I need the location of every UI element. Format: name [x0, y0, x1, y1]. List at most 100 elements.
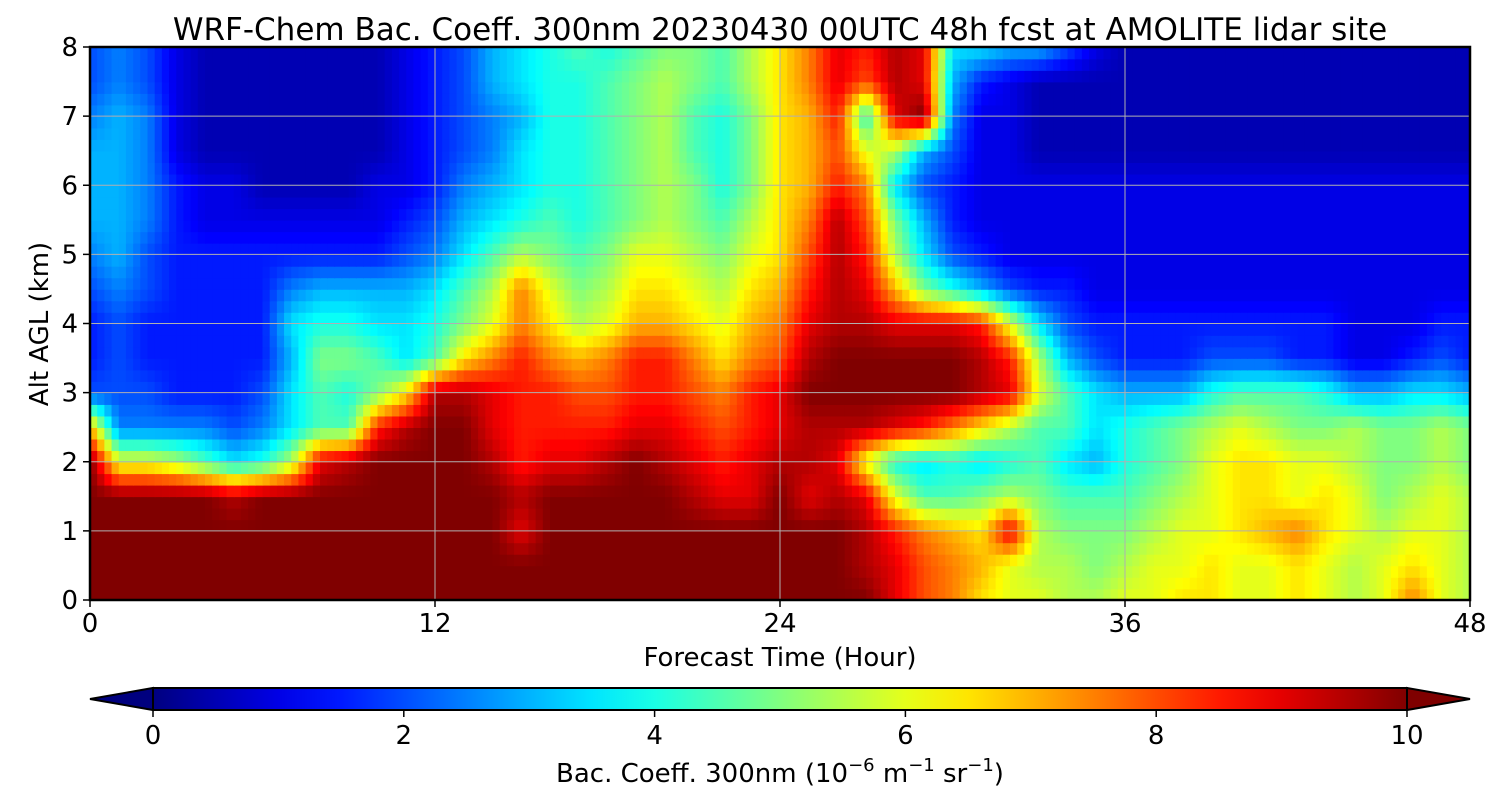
heatmap-cell	[1254, 576, 1263, 590]
heatmap-cell	[1268, 519, 1277, 532]
heatmap-cell	[643, 404, 652, 417]
heatmap-cell	[226, 461, 235, 475]
heatmap-cell	[859, 300, 868, 313]
heatmap-cell	[1240, 346, 1248, 359]
heatmap-cell	[729, 381, 738, 394]
heatmap-cell	[197, 300, 206, 313]
heatmap-cell	[787, 415, 796, 428]
heatmap-cell	[700, 576, 709, 590]
heatmap-cell	[837, 473, 846, 486]
heatmap-cell	[276, 311, 285, 325]
heatmap-cell	[485, 415, 494, 428]
heatmap-cell	[1376, 576, 1385, 590]
heatmap-cell	[981, 415, 990, 428]
heatmap-cell	[758, 300, 767, 313]
heatmap-cell	[1268, 576, 1277, 590]
heatmap-cell	[643, 346, 652, 359]
heatmap-cell	[90, 288, 98, 302]
heatmap-cell	[427, 381, 436, 394]
heatmap-cell	[348, 461, 357, 475]
heatmap-cell	[413, 300, 422, 313]
heatmap-cell	[880, 438, 889, 452]
heatmap-cell	[212, 358, 221, 371]
heatmap-cell	[1333, 392, 1342, 405]
heatmap-cell	[90, 311, 98, 325]
heatmap-cell	[1419, 427, 1428, 440]
heatmap-cell	[1405, 519, 1414, 532]
heatmap-cell	[780, 496, 788, 509]
heatmap-cell	[1160, 415, 1169, 428]
heatmap-cell	[1283, 335, 1292, 348]
heatmap-cell	[399, 496, 408, 509]
heatmap-cell	[1002, 473, 1011, 486]
heatmap-cell	[341, 507, 350, 521]
heatmap-cell	[679, 484, 688, 498]
heatmap-cell	[636, 542, 645, 555]
heatmap-cell	[320, 381, 328, 394]
heatmap-cell	[442, 438, 451, 452]
heatmap-cell	[600, 588, 609, 601]
heatmap-cell	[607, 323, 616, 336]
heatmap-cell	[183, 576, 192, 590]
heatmap-cell	[1311, 484, 1320, 498]
heatmap-cell	[1096, 507, 1105, 521]
heatmap-cell	[363, 335, 372, 348]
heatmap-cell	[880, 530, 889, 544]
heatmap-cell	[751, 576, 760, 590]
heatmap-cell	[873, 496, 882, 509]
heatmap-cell	[578, 450, 587, 463]
heatmap-cell	[97, 369, 106, 382]
heatmap-cell	[97, 415, 106, 428]
heatmap-cell	[1081, 565, 1090, 578]
heatmap-cell	[722, 427, 731, 440]
heatmap-cell	[1434, 565, 1443, 578]
heatmap-cell	[1254, 346, 1263, 359]
heatmap-cell	[945, 438, 954, 452]
heatmap-cell	[391, 530, 400, 544]
heatmap-cell	[780, 588, 788, 601]
heatmap-cell	[1383, 450, 1392, 463]
heatmap-cell	[679, 553, 688, 567]
heatmap-cell	[952, 335, 961, 348]
heatmap-cell	[1390, 427, 1399, 440]
heatmap-cell	[506, 450, 515, 463]
heatmap-cell	[183, 507, 192, 521]
heatmap-cell	[391, 565, 400, 578]
heatmap-cell	[133, 381, 142, 394]
heatmap-cell	[1017, 473, 1026, 486]
heatmap-cell	[672, 311, 681, 325]
heatmap-cell	[593, 392, 602, 405]
heatmap-cell	[334, 438, 343, 452]
heatmap-cell	[787, 335, 796, 348]
heatmap-cell	[449, 461, 458, 475]
heatmap-cell	[815, 496, 824, 509]
heatmap-cell	[1412, 358, 1421, 371]
heatmap-cell	[923, 507, 932, 521]
heatmap-cell	[1268, 450, 1277, 463]
heatmap-cell	[1045, 358, 1054, 371]
heatmap-cell	[1110, 530, 1119, 544]
heatmap-cell	[988, 496, 997, 509]
heatmap-cell	[111, 335, 120, 348]
heatmap-cell	[665, 542, 673, 555]
heatmap-cell	[427, 507, 436, 521]
heatmap-cell	[1412, 381, 1421, 394]
heatmap-cell	[1275, 576, 1284, 590]
heatmap-cell	[456, 576, 465, 590]
heatmap-cell	[1060, 507, 1069, 521]
heatmap-cell	[880, 381, 889, 394]
heatmap-cell	[1232, 415, 1241, 428]
heatmap-cell	[1218, 542, 1227, 555]
heatmap-cell	[284, 576, 293, 590]
heatmap-cell	[147, 473, 156, 486]
heatmap-cell	[851, 335, 860, 348]
heatmap-cell	[1355, 438, 1363, 452]
heatmap-cell	[916, 461, 925, 475]
heatmap-cell	[499, 404, 508, 417]
heatmap-cell	[169, 323, 178, 336]
heatmap-cell	[1405, 346, 1414, 359]
heatmap-cell	[1139, 438, 1148, 452]
heatmap-cell	[780, 392, 788, 405]
heatmap-cell	[1110, 335, 1119, 348]
heatmap-cell	[1096, 484, 1105, 498]
